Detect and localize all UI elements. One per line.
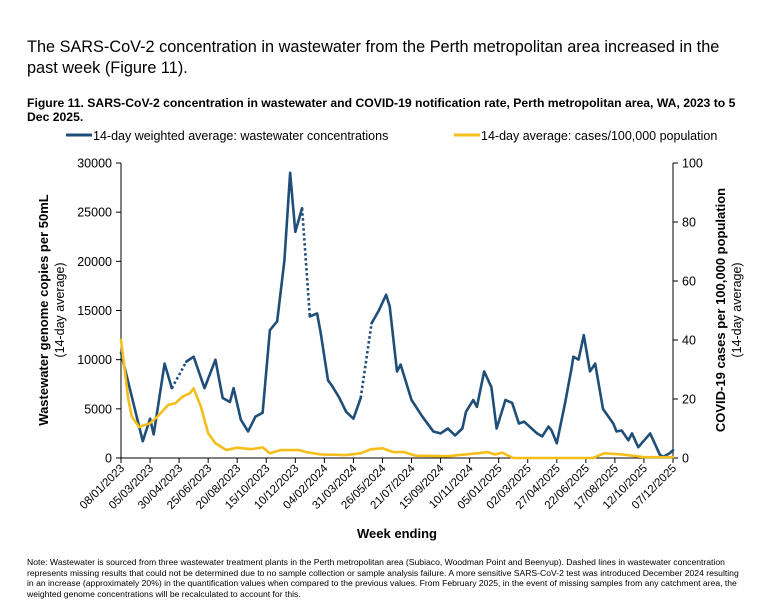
legend-label-wastewater: 14-day weighted average: wastewater conc… bbox=[93, 129, 388, 143]
y2-tick-label: 80 bbox=[682, 216, 696, 230]
x-axis-title: Week ending bbox=[357, 526, 437, 541]
legend: 14-day weighted average: wastewater conc… bbox=[66, 129, 717, 143]
y-tick-label: 10000 bbox=[77, 353, 112, 367]
y-tick-label: 20000 bbox=[77, 255, 112, 269]
y-tick-label: 0 bbox=[105, 452, 112, 466]
series-wastewater bbox=[119, 171, 675, 458]
y2-axis-title: COVID-19 cases per 100,000 population bbox=[713, 188, 728, 432]
series-line-segment bbox=[370, 293, 675, 458]
y2-tick-label: 20 bbox=[682, 393, 696, 407]
y2-tick-label: 100 bbox=[682, 157, 703, 171]
y-tick-label: 25000 bbox=[77, 206, 112, 220]
series-line-segment bbox=[185, 171, 304, 433]
legend-label-cases: 14-day average: cases/100,000 population bbox=[481, 129, 717, 143]
y2-tick-label: 0 bbox=[682, 452, 689, 466]
series-missing-data-dashed-line bbox=[300, 208, 312, 317]
series-missing-data-dashed-line bbox=[170, 361, 188, 389]
y-axis-subtitle: (14-day average) bbox=[53, 262, 67, 357]
figure-caption: Figure 11. SARS-CoV-2 concentration in w… bbox=[27, 96, 736, 124]
y2-tick-label: 40 bbox=[682, 334, 696, 348]
series-line-segment bbox=[308, 312, 362, 420]
series-missing-data-dashed-line bbox=[359, 323, 373, 399]
y2-tick-label: 60 bbox=[682, 275, 696, 289]
y-axis-title: Wastewater genome copies per 50mL bbox=[36, 194, 51, 425]
series-cases bbox=[119, 338, 675, 460]
y-tick-label: 30000 bbox=[77, 157, 112, 171]
y-tick-label: 5000 bbox=[84, 402, 112, 416]
y2-axis-subtitle: (14-day average) bbox=[730, 262, 744, 357]
y-tick-label: 15000 bbox=[77, 304, 112, 318]
footnote: Note: Wastewater is sourced from three w… bbox=[27, 557, 739, 599]
series-line-segment bbox=[119, 338, 675, 460]
intro-paragraph: The SARS-CoV-2 concentration in wastewat… bbox=[27, 38, 720, 77]
